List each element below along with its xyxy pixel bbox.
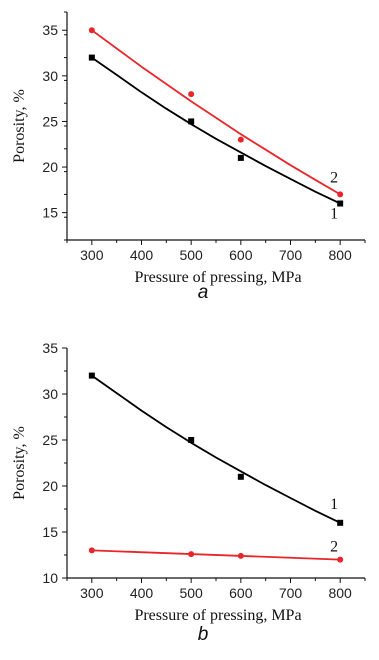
series-2-point [237,552,244,559]
y-tick-label: 30 [42,386,58,402]
y-axis-label: Porosity, % [11,89,28,163]
x-tick-label: 600 [229,585,253,601]
y-tick-label: 10 [42,570,58,586]
panel-label: a [198,282,209,303]
x-tick-label: 300 [80,247,104,263]
series-1-point [88,372,95,379]
chart-panel-b: 300 400 500 600 700 800 10 15 20 25 30 35 Pressure o… [11,340,366,645]
x-tick-label: 400 [130,247,154,263]
series-2-fit-line [91,29,341,196]
x-tick-label: 700 [279,585,303,601]
x-tick-label: 800 [328,585,352,601]
series-2-fit-line [91,549,341,561]
series-2-point [188,91,195,98]
x-tick-label: 600 [229,247,253,263]
y-tick-label: 15 [42,205,58,221]
y-tick-label: 15 [42,524,58,540]
series-1-label: 1 [330,206,338,223]
series-2-point [88,547,95,554]
x-axis-label: Pressure of pressing, MPa [134,607,301,624]
y-tick-label: 20 [42,478,58,494]
series-1-point [237,154,244,161]
x-tick-label: 700 [279,247,303,263]
y-tick-label: 35 [42,22,58,38]
series-2-point [88,27,95,34]
y-tick-label: 25 [42,113,58,129]
chart-panel-a: 300 400 500 600 700 800 15 20 25 30 35 Pressure of … [11,11,366,303]
series-1-label: 1 [330,496,338,513]
series-1-point [88,54,95,61]
series-1-point [337,200,344,207]
x-tick-label: 500 [179,247,203,263]
y-tick-label: 35 [42,340,58,356]
series-1-point [188,118,195,125]
series-1-fit-line [91,374,341,524]
x-axis-label: Pressure of pressing, MPa [134,269,301,286]
series-1-fit-line [91,56,341,205]
x-tick-label: 400 [130,585,154,601]
y-tick-label: 30 [42,68,58,84]
x-tick-label: 300 [80,585,104,601]
series-2-label: 2 [330,539,338,556]
x-tick-label: 500 [179,585,203,601]
series-1-point [188,437,195,443]
y-tick-label: 20 [42,159,58,175]
series-2-point [237,136,244,143]
series-2-label: 2 [330,169,338,186]
x-tick-label: 800 [328,247,352,263]
y-axis-label: Porosity, % [11,426,28,500]
series-2-point [337,556,344,563]
series-2-point [337,191,344,198]
y-tick-label: 25 [42,432,58,448]
panel-label: b [198,624,209,645]
series-1-point [237,473,244,480]
series-2-point [188,551,195,558]
series-1-point [337,519,344,526]
